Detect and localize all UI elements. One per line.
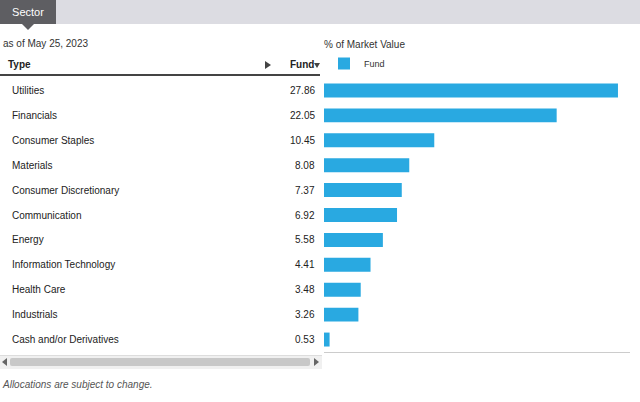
svg-text:0.53: 0.53 bbox=[295, 334, 315, 345]
svg-text:Industrials: Industrials bbox=[12, 309, 58, 320]
svg-text:3.26: 3.26 bbox=[295, 309, 315, 320]
svg-text:Utilities: Utilities bbox=[12, 85, 44, 96]
svg-text:8.08: 8.08 bbox=[295, 160, 315, 171]
svg-text:Energy: Energy bbox=[12, 234, 44, 245]
html-text:% of Market Value: % of Market Value bbox=[324, 39, 405, 50]
svg-text:Financials: Financials bbox=[12, 110, 57, 121]
html-text:Type: Type bbox=[8, 59, 31, 70]
svg-text:10.45: 10.45 bbox=[290, 135, 315, 146]
html-text:Sector: Sector bbox=[12, 6, 44, 18]
svg-text:3.48: 3.48 bbox=[295, 284, 315, 295]
svg-text:5.58: 5.58 bbox=[295, 234, 315, 245]
svg-text:Consumer Discretionary: Consumer Discretionary bbox=[12, 185, 119, 196]
svg-text:22.05: 22.05 bbox=[290, 110, 315, 121]
svg-text:Fund: Fund bbox=[364, 59, 385, 69]
svg-text:6.92: 6.92 bbox=[295, 210, 315, 221]
svg-text:Consumer Staples: Consumer Staples bbox=[12, 135, 94, 146]
svg-text:Cash and/or Derivatives: Cash and/or Derivatives bbox=[12, 334, 119, 345]
svg-text:7.37: 7.37 bbox=[295, 185, 315, 196]
html-text:as of May 25, 2023: as of May 25, 2023 bbox=[3, 38, 89, 49]
html-text:Allocations are subject to cha: Allocations are subject to change. bbox=[3, 379, 153, 390]
html-text:Fund: Fund bbox=[290, 59, 315, 70]
svg-text:Health Care: Health Care bbox=[12, 284, 66, 295]
svg-text:Materials: Materials bbox=[12, 160, 53, 171]
svg-text:Communication: Communication bbox=[12, 210, 81, 221]
svg-text:27.86: 27.86 bbox=[290, 85, 315, 96]
svg-text:Information Technology: Information Technology bbox=[12, 259, 115, 270]
svg-text:4.41: 4.41 bbox=[295, 259, 315, 270]
